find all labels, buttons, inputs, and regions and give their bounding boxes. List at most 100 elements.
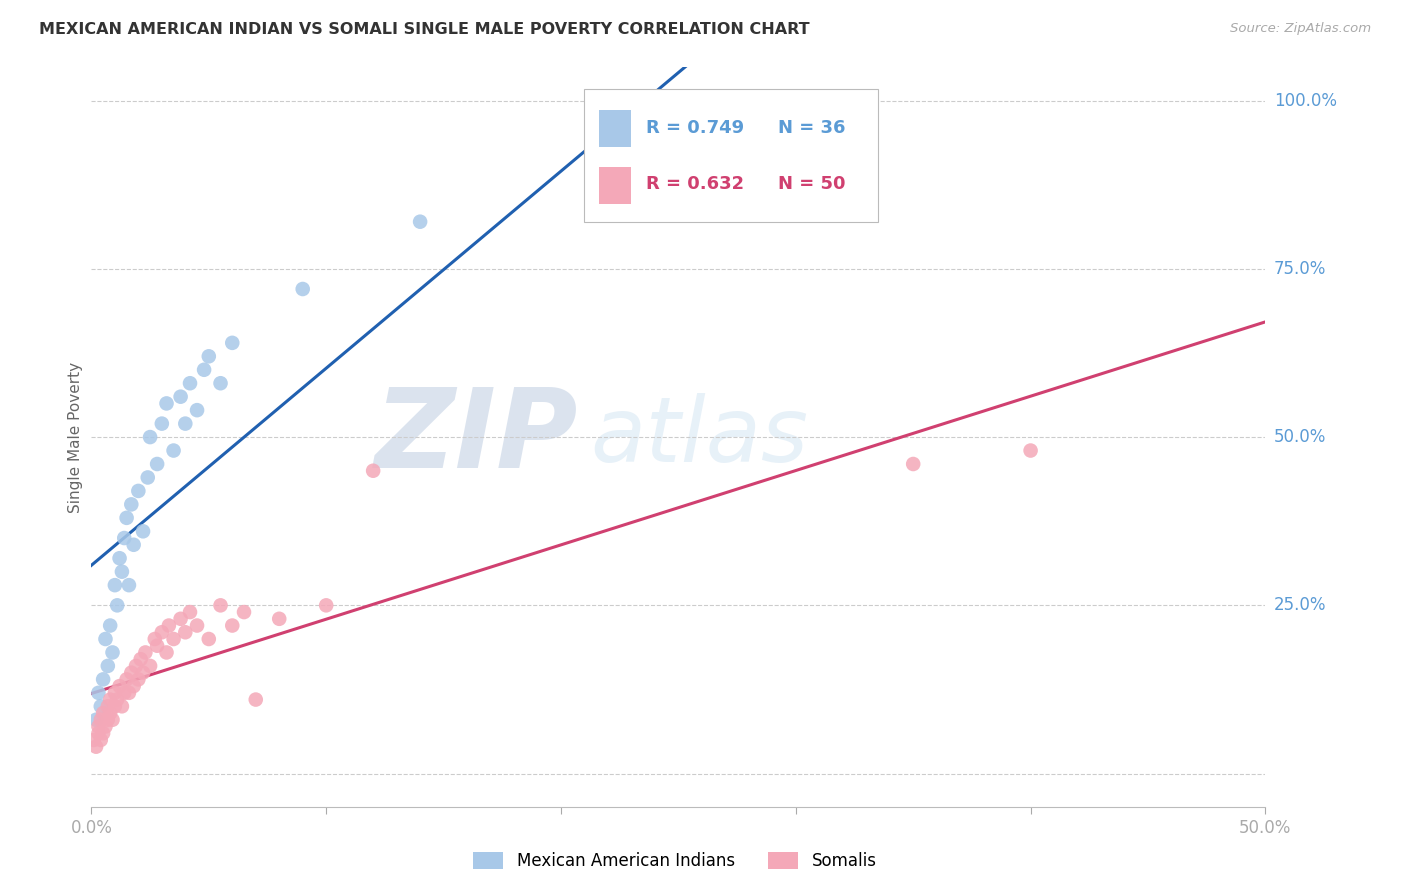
Point xyxy=(174,417,197,431)
Point xyxy=(146,457,169,471)
Point xyxy=(94,632,117,646)
Point xyxy=(87,686,110,700)
Point xyxy=(1019,443,1042,458)
Point xyxy=(111,565,134,579)
Point xyxy=(129,652,152,666)
Point xyxy=(169,390,191,404)
Point xyxy=(197,632,219,646)
FancyBboxPatch shape xyxy=(585,89,877,222)
Point xyxy=(221,335,243,350)
Y-axis label: Single Male Poverty: Single Male Poverty xyxy=(67,361,83,513)
Point xyxy=(245,692,267,706)
Text: 25.0%: 25.0% xyxy=(1274,597,1326,615)
Text: N = 36: N = 36 xyxy=(778,119,845,136)
Point xyxy=(94,719,117,733)
Point xyxy=(90,713,112,727)
Point xyxy=(112,531,135,545)
Point xyxy=(91,706,114,720)
Point xyxy=(118,578,141,592)
Point xyxy=(174,625,197,640)
Point xyxy=(162,632,184,646)
Point xyxy=(155,396,177,410)
Point xyxy=(197,349,219,363)
Point xyxy=(831,107,853,121)
Point xyxy=(127,483,149,498)
Text: 75.0%: 75.0% xyxy=(1274,260,1326,277)
Point xyxy=(97,659,120,673)
Point xyxy=(90,699,112,714)
Text: ZIP: ZIP xyxy=(375,384,579,491)
Point xyxy=(98,692,121,706)
Point xyxy=(361,464,384,478)
Point xyxy=(193,363,215,377)
Point xyxy=(104,699,127,714)
Point xyxy=(132,524,155,539)
Legend: Mexican American Indians, Somalis: Mexican American Indians, Somalis xyxy=(467,845,883,877)
Point xyxy=(136,470,159,484)
Point xyxy=(104,578,127,592)
Point xyxy=(101,713,124,727)
Point xyxy=(186,403,208,417)
Point xyxy=(179,376,201,391)
Point xyxy=(115,511,138,525)
Point xyxy=(155,645,177,659)
Point xyxy=(104,686,127,700)
Text: R = 0.749: R = 0.749 xyxy=(645,119,744,136)
Point xyxy=(111,699,134,714)
Point xyxy=(118,686,141,700)
Point xyxy=(209,376,232,391)
Point xyxy=(122,538,145,552)
Point xyxy=(125,659,148,673)
Point xyxy=(134,645,156,659)
Point xyxy=(269,612,291,626)
Point xyxy=(315,599,337,613)
Point xyxy=(87,719,110,733)
Point xyxy=(186,618,208,632)
Point xyxy=(97,699,120,714)
Point xyxy=(91,673,114,687)
Text: atlas: atlas xyxy=(591,393,808,481)
Point xyxy=(221,618,243,632)
Point xyxy=(108,679,131,693)
Text: 100.0%: 100.0% xyxy=(1274,92,1337,110)
FancyBboxPatch shape xyxy=(599,167,631,204)
Point xyxy=(209,599,232,613)
Point xyxy=(105,599,128,613)
Point xyxy=(127,673,149,687)
Point xyxy=(132,665,155,680)
Point xyxy=(139,659,162,673)
Point xyxy=(169,612,191,626)
Point xyxy=(143,632,166,646)
Point xyxy=(139,430,162,444)
Text: 50.0%: 50.0% xyxy=(1274,428,1326,446)
Point xyxy=(409,215,432,229)
Point xyxy=(901,457,924,471)
Point xyxy=(98,706,121,720)
Point xyxy=(97,713,120,727)
Point xyxy=(87,726,110,740)
Text: R = 0.632: R = 0.632 xyxy=(645,175,744,193)
Point xyxy=(233,605,256,619)
Point xyxy=(91,726,114,740)
Text: N = 50: N = 50 xyxy=(778,175,845,193)
Point xyxy=(105,692,128,706)
Point xyxy=(108,551,131,566)
Point xyxy=(101,645,124,659)
Point xyxy=(90,733,112,747)
Point xyxy=(120,665,142,680)
Point xyxy=(84,713,107,727)
Point xyxy=(84,739,107,754)
Point xyxy=(291,282,314,296)
Point xyxy=(150,417,173,431)
Point xyxy=(115,673,138,687)
Point xyxy=(162,443,184,458)
Text: Source: ZipAtlas.com: Source: ZipAtlas.com xyxy=(1230,22,1371,36)
Point xyxy=(146,639,169,653)
Point xyxy=(179,605,201,619)
Point xyxy=(83,733,105,747)
Point xyxy=(120,497,142,511)
Point xyxy=(98,618,121,632)
Text: MEXICAN AMERICAN INDIAN VS SOMALI SINGLE MALE POVERTY CORRELATION CHART: MEXICAN AMERICAN INDIAN VS SOMALI SINGLE… xyxy=(39,22,810,37)
Point xyxy=(122,679,145,693)
FancyBboxPatch shape xyxy=(599,110,631,147)
